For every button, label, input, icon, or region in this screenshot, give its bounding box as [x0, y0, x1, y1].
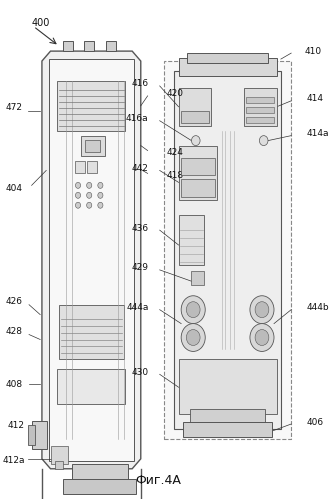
Circle shape — [98, 182, 103, 188]
Bar — [57, 81, 125, 130]
Text: 444a: 444a — [126, 303, 148, 312]
Text: 412: 412 — [8, 420, 25, 430]
Circle shape — [86, 192, 92, 198]
Circle shape — [76, 202, 81, 208]
Bar — [183, 422, 272, 437]
Bar — [247, 116, 274, 122]
Bar — [179, 360, 277, 414]
Text: Фиг.4А: Фиг.4А — [135, 474, 181, 487]
Text: 429: 429 — [132, 264, 148, 272]
Bar — [179, 146, 217, 201]
Bar — [49, 59, 134, 461]
Text: 426: 426 — [6, 297, 23, 306]
Text: 442: 442 — [132, 164, 148, 173]
Circle shape — [259, 136, 268, 145]
Bar — [179, 88, 211, 126]
Bar — [28, 425, 35, 445]
Text: 410: 410 — [305, 46, 322, 56]
Text: 412a: 412a — [2, 456, 25, 466]
Bar — [55, 461, 63, 469]
Polygon shape — [42, 51, 141, 469]
Bar — [179, 58, 277, 76]
Text: 430: 430 — [131, 368, 148, 377]
Bar — [181, 111, 209, 122]
Bar — [86, 162, 97, 173]
Bar — [84, 41, 94, 51]
Text: 428: 428 — [6, 327, 23, 336]
Text: 444b: 444b — [307, 303, 329, 312]
Bar — [244, 88, 277, 126]
Circle shape — [186, 330, 200, 345]
Circle shape — [181, 324, 205, 351]
Text: 436: 436 — [131, 224, 148, 232]
Circle shape — [255, 302, 269, 318]
Bar — [63, 41, 73, 51]
Text: 408: 408 — [6, 380, 23, 389]
Circle shape — [86, 202, 92, 208]
Bar — [190, 409, 265, 424]
Text: 406: 406 — [307, 418, 324, 426]
Text: 414a: 414a — [307, 129, 329, 138]
Bar — [181, 158, 215, 176]
Text: 416a: 416a — [126, 114, 148, 123]
Text: 420: 420 — [167, 90, 183, 98]
Circle shape — [86, 182, 92, 188]
Text: 416: 416 — [131, 80, 148, 88]
Text: 418: 418 — [167, 171, 184, 180]
Bar — [106, 41, 116, 51]
Bar — [75, 162, 85, 173]
Text: 472: 472 — [6, 104, 23, 112]
Text: 414: 414 — [307, 94, 324, 104]
Circle shape — [181, 296, 205, 324]
Text: 404: 404 — [6, 184, 23, 193]
Bar — [57, 370, 125, 404]
Circle shape — [186, 302, 200, 318]
Circle shape — [98, 202, 103, 208]
Bar — [181, 180, 215, 198]
Circle shape — [191, 136, 200, 145]
Bar — [81, 136, 105, 156]
Circle shape — [76, 192, 81, 198]
Circle shape — [250, 324, 274, 351]
Bar — [247, 107, 274, 113]
Bar — [179, 215, 204, 265]
Text: 400: 400 — [32, 18, 50, 28]
Bar — [191, 271, 204, 285]
Bar — [174, 71, 281, 429]
Bar — [72, 464, 128, 483]
Bar — [164, 61, 291, 439]
Circle shape — [255, 330, 269, 345]
Bar — [63, 478, 137, 494]
Bar — [187, 53, 268, 63]
Bar — [32, 421, 47, 449]
Circle shape — [76, 182, 81, 188]
Text: 424: 424 — [167, 148, 183, 157]
Bar — [247, 97, 274, 103]
Circle shape — [98, 192, 103, 198]
Bar — [85, 140, 100, 151]
Bar — [50, 446, 68, 464]
Bar — [59, 304, 123, 360]
Circle shape — [250, 296, 274, 324]
